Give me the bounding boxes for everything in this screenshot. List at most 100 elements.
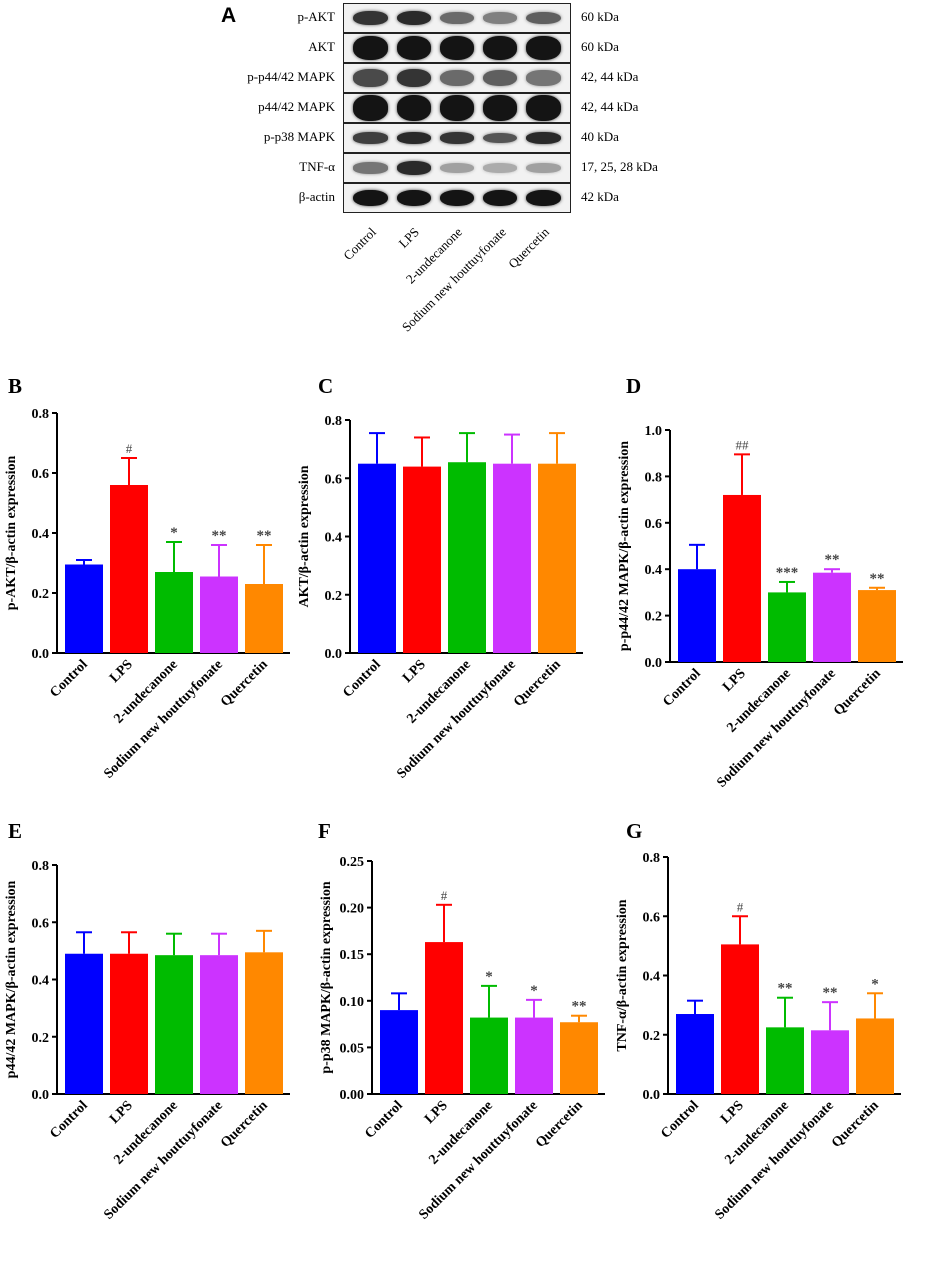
x-tick-label: Quercetin: [831, 666, 884, 719]
significance-marker: ***: [776, 565, 799, 581]
blot-band: [482, 163, 518, 173]
blot-row-label: p-AKT: [297, 9, 335, 24]
chart-e: E 0.0 0.2 0.4 0.6 0.8 p44/42 MAPK/β-actin expr…: [4, 819, 290, 1223]
western-blot-panel: A p-AKT 60 kDa AKT 60 kDa p-p44/42 MAPK 42, 4…: [0, 0, 927, 360]
x-tick-label: Quercetin: [511, 657, 564, 710]
x-tick-label: Control: [47, 1098, 91, 1142]
bar-sodium-new-houttuyfonate: [515, 1017, 553, 1094]
bar-2-undecanone: [155, 955, 193, 1094]
y-tick-label: 0.0: [325, 647, 343, 662]
blot-band: [482, 189, 518, 207]
blot-band: [439, 163, 475, 173]
blot-band: [396, 189, 432, 207]
x-tick-label: LPS: [720, 666, 749, 695]
y-tick-label: 0.8: [645, 470, 663, 485]
chart-b: B 0.0 0.2 0.4 0.6 0.8 p-AKT/β-actin expression…: [4, 374, 290, 782]
blot-strip: [343, 3, 571, 33]
y-tick-label: 0.0: [32, 1088, 50, 1103]
y-tick-label: 0.4: [325, 531, 343, 546]
blot-molecular-weight: 42 kDa: [581, 189, 619, 204]
chart-d: D 0.0 0.2 0.4 0.6 0.8 1.0 p-p44/42 MAPK/β-actin…: [617, 374, 903, 791]
y-tick-label: 0.8: [325, 414, 343, 429]
bar-control: [676, 1014, 714, 1094]
bar-quercetin: [245, 584, 283, 653]
significance-marker: **: [257, 528, 272, 544]
y-axis-label: p-p44/42 MAPK/β-actin expression: [617, 441, 632, 651]
y-tick-label: 0.2: [645, 610, 663, 625]
x-tick-label: LPS: [107, 1098, 136, 1127]
blot-strip: [343, 63, 571, 93]
y-tick-label: 0.05: [340, 1041, 365, 1056]
blot-band: [526, 70, 561, 86]
y-axis-label: AKT/β-actin expression: [297, 465, 312, 607]
y-tick-label: 0.2: [643, 1029, 661, 1044]
y-tick-label: 0.8: [32, 407, 50, 422]
blot-band: [482, 95, 518, 121]
bar-lps: [110, 953, 148, 1094]
bar-2-undecanone: [470, 1017, 508, 1094]
y-tick-label: 0.0: [643, 1088, 661, 1103]
blot-band: [396, 131, 432, 144]
blot-band: [353, 10, 388, 26]
blot-molecular-weight: 17, 25, 28 kDa: [581, 159, 658, 174]
bar-sodium-new-houttuyfonate: [493, 463, 531, 653]
blot-band: [482, 69, 518, 87]
bar-lps: [721, 944, 759, 1094]
bar-control: [65, 564, 103, 653]
blot-strip: [343, 93, 571, 123]
blot-band: [439, 36, 475, 60]
panel-letter-g: G: [626, 819, 642, 843]
blot-band: [396, 95, 432, 121]
blot-strip: [343, 123, 571, 153]
x-tick-label: Quercetin: [829, 1098, 882, 1151]
y-axis-label: TNF-α/β-actin expression: [615, 899, 630, 1051]
significance-marker: *: [530, 983, 538, 999]
y-axis-label: p-p38 MAPK/β-actin expression: [319, 881, 334, 1073]
bar-2-undecanone: [448, 462, 486, 653]
y-tick-label: 0.6: [32, 916, 50, 931]
bar-lps: [110, 485, 148, 653]
bar-2-undecanone: [766, 1027, 804, 1094]
blot-band: [526, 11, 561, 25]
significance-marker: **: [778, 981, 793, 997]
y-axis-label: p44/42 MAPK/β-actin expression: [4, 880, 19, 1078]
x-tick-label: Control: [362, 1098, 406, 1142]
bar-lps: [403, 466, 441, 653]
significance-marker: #: [126, 441, 133, 456]
y-tick-label: 0.6: [32, 467, 50, 482]
significance-marker: *: [485, 969, 493, 985]
blot-molecular-weight: 60 kDa: [581, 9, 619, 24]
x-tick-label: LPS: [422, 1098, 451, 1127]
blot-row-label: β-actin: [298, 189, 335, 204]
blot-row-label: p-p38 MAPK: [263, 129, 335, 144]
x-tick-label: Control: [660, 666, 704, 710]
y-tick-label: 0.8: [643, 851, 661, 866]
y-tick-label: 0.0: [32, 647, 50, 662]
y-tick-label: 0.2: [325, 589, 343, 604]
chart-g: G 0.0 0.2 0.4 0.6 0.8 TNF-α/β-actin expression…: [615, 819, 901, 1223]
bar-control: [358, 463, 396, 653]
blot-band: [396, 68, 432, 88]
panel-letter-b: B: [8, 374, 22, 398]
x-tick-label: Quercetin: [218, 1098, 271, 1151]
x-tick-label: Control: [658, 1098, 702, 1142]
blot-molecular-weight: 42, 44 kDa: [581, 69, 639, 84]
blot-band: [353, 69, 388, 87]
significance-marker: #: [441, 888, 448, 903]
blot-band: [439, 95, 475, 121]
y-tick-label: 0.15: [340, 948, 365, 963]
y-tick-label: 0.0: [645, 656, 663, 671]
blot-strip: [343, 183, 571, 213]
bar-control: [380, 1010, 418, 1094]
y-tick-label: 0.6: [643, 910, 661, 925]
significance-marker: **: [823, 985, 838, 1001]
y-tick-label: 0.00: [340, 1088, 365, 1103]
bar-sodium-new-houttuyfonate: [813, 572, 851, 662]
y-tick-label: 0.4: [645, 563, 663, 578]
bar-sodium-new-houttuyfonate: [200, 576, 238, 653]
panel-letter-f: F: [318, 819, 331, 843]
blot-strip: [343, 33, 571, 63]
blot-row-label: TNF-α: [299, 159, 335, 174]
bar-lps: [723, 494, 761, 662]
blot-band: [353, 162, 388, 174]
